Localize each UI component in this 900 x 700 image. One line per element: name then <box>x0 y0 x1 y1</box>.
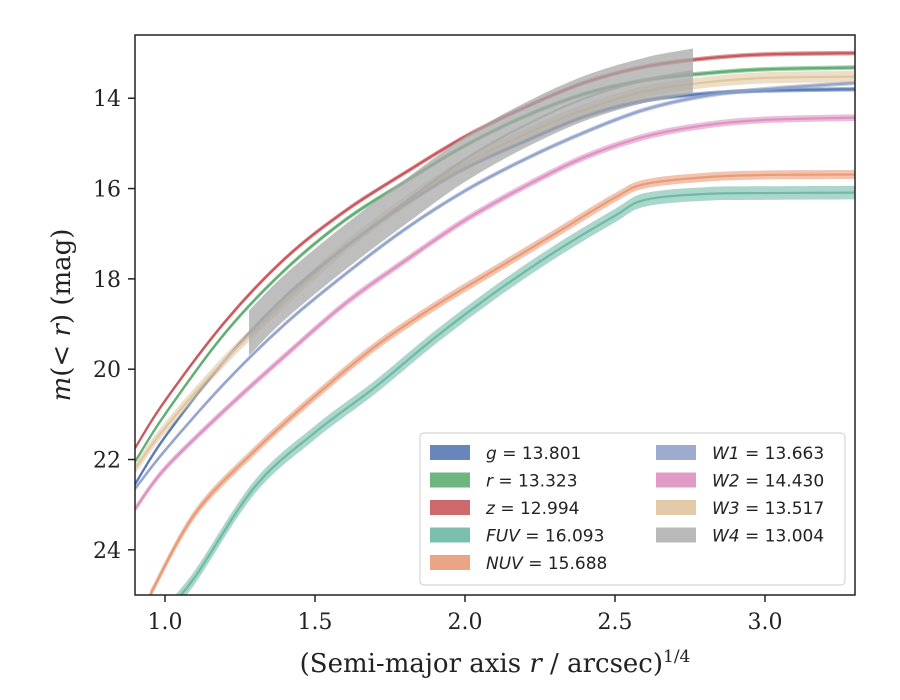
axis-ticks: 1.0 1.5 2.0 2.5 3.0 14 16 18 20 22 24 <box>93 87 783 635</box>
x-tick-label: 1.0 <box>148 610 183 635</box>
legend-label-fuv: FUV = 16.093 <box>486 527 604 547</box>
series-w4-line <box>248 70 694 334</box>
legend-swatch-fuv <box>430 527 470 543</box>
x-tick-label: 3.0 <box>748 610 783 635</box>
legend: g = 13.801 r = 13.323 z = 12.994 FUV = 16.0… <box>419 432 846 586</box>
legend-swatch-r <box>430 472 470 488</box>
legend-label-r: r = 13.323 <box>486 472 578 492</box>
series-fuv-line <box>179 191 855 595</box>
series-nuv-curve <box>149 170 855 595</box>
legend-swatch-w3 <box>656 500 696 515</box>
series-z-line <box>135 51 855 449</box>
legend-swatch-w2 <box>656 472 696 488</box>
y-axis-title: m(< r) (mag) <box>47 229 77 402</box>
legend-label-w2: W2 = 14.430 <box>712 472 824 492</box>
y-tick-label: 16 <box>93 178 121 203</box>
y-tick-label: 18 <box>93 268 121 293</box>
series-w2-line <box>135 116 855 510</box>
y-tick-label: 22 <box>93 449 121 474</box>
legend-label-g: g = 13.801 <box>486 444 581 464</box>
legend-label-w3: W3 = 13.517 <box>712 499 824 519</box>
legend-label-z: z = 12.994 <box>485 499 579 519</box>
series-w2-curve <box>135 114 855 513</box>
x-tick-label: 2.5 <box>598 610 633 635</box>
legend-swatch-w1 <box>656 445 696 460</box>
legend-swatch-z <box>430 500 470 515</box>
legend-label-nuv: NUV = 15.688 <box>486 554 607 574</box>
series-z-curve <box>135 50 855 451</box>
legend-swatch-w4 <box>656 527 696 543</box>
y-tick-label: 20 <box>93 358 121 383</box>
legend-swatch-g <box>430 445 470 460</box>
legend-label-w1: W1 = 13.663 <box>712 444 824 464</box>
plot-area <box>135 48 855 595</box>
legend-label-w4: W4 = 13.004 <box>712 527 824 547</box>
x-tick-label: 1.5 <box>298 610 333 635</box>
legend-box <box>419 432 846 586</box>
series-w1-curve <box>135 80 855 492</box>
series-w4-curve <box>248 48 694 356</box>
series-w1-line <box>135 81 855 490</box>
x-axis-title: (Semi-major axis r / arcsec)1/4 <box>300 647 691 679</box>
legend-swatch-nuv <box>430 555 470 570</box>
series-fuv-curve <box>175 185 855 595</box>
y-tick-label: 24 <box>93 539 121 564</box>
x-tick-label: 2.0 <box>448 610 483 635</box>
y-tick-label: 14 <box>93 87 121 112</box>
plot-frame <box>134 34 856 596</box>
series-nuv-line <box>149 173 855 595</box>
